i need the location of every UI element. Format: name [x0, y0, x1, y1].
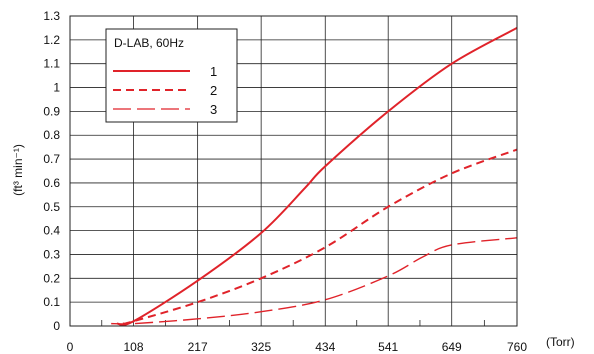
- x-tick-label: 649: [442, 340, 462, 354]
- y-tick-label: 1.3: [43, 9, 60, 23]
- legend-label-3: 3: [210, 102, 217, 117]
- y-tick-label: 1.1: [43, 57, 60, 71]
- y-tick-label: 0.3: [43, 247, 60, 261]
- legend-box: [105, 28, 238, 123]
- y-tick-label: 0.5: [43, 200, 60, 214]
- x-tick-label: 434: [315, 340, 335, 354]
- x-tick-label: 325: [251, 340, 271, 354]
- x-tick-label: 217: [188, 340, 208, 354]
- grid: [70, 16, 517, 326]
- x-tick-label: 0: [67, 340, 74, 354]
- tick-labels: 0 108 217 325 434 541 649 760 0 0.1 0.2 0.3 0.4 0.5 0.…: [43, 9, 527, 354]
- x-axis-title: (Torr): [546, 335, 575, 349]
- legend-label-1: 1: [210, 64, 217, 79]
- y-tick-label: 0.9: [43, 104, 60, 118]
- legend: D-LAB, 60Hz 1 2 3: [105, 28, 238, 123]
- x-tick-label: 541: [378, 340, 398, 354]
- y-tick-label: 0.1: [43, 295, 60, 309]
- series-line-2: [122, 148, 518, 325]
- y-tick-label: 0: [53, 319, 60, 333]
- y-tick-label: 0.7: [43, 152, 60, 166]
- y-tick-label: 0.4: [43, 224, 60, 238]
- x-tick-label: 760: [507, 340, 527, 354]
- plot-frame: [69, 15, 518, 327]
- series-lines: [111, 27, 518, 327]
- x-tick-label: 108: [124, 340, 144, 354]
- y-axis-title: (ft³ min⁻¹): [11, 144, 25, 196]
- y-tick-label: 0.8: [43, 128, 60, 142]
- legend-title: D-LAB, 60Hz: [114, 36, 184, 50]
- y-tick-label: 1.2: [43, 33, 60, 47]
- series-line-3: [111, 237, 518, 325]
- y-tick-label: 0.6: [43, 176, 60, 190]
- y-tick-label: 1: [53, 81, 60, 95]
- y-tick-label: 0.2: [43, 271, 60, 285]
- legend-label-2: 2: [210, 83, 217, 98]
- series-line-1: [116, 27, 518, 327]
